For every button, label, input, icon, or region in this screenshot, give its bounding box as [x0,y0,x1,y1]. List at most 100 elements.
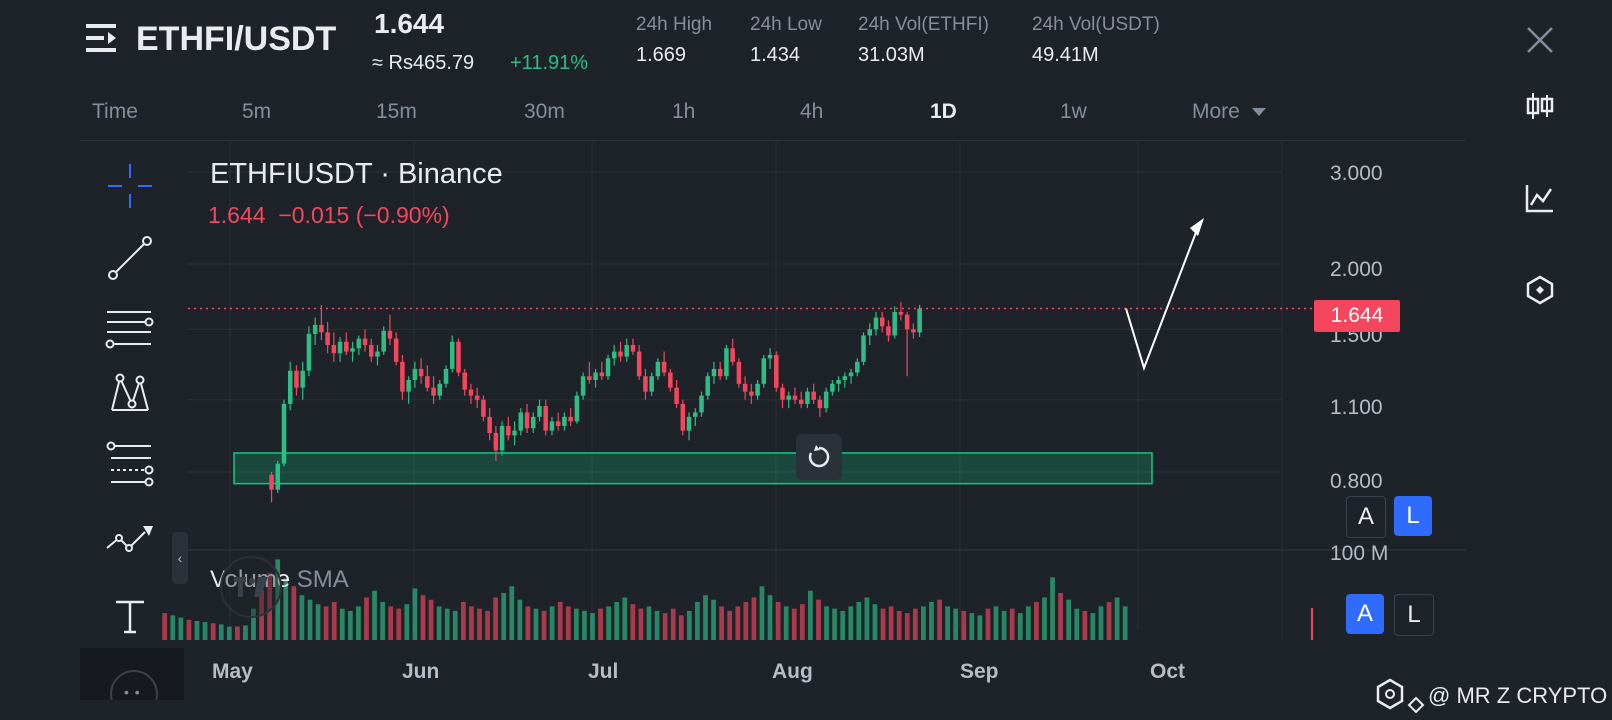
volume-bar [1082,610,1088,640]
volume-bar [1122,606,1128,640]
candle-body [643,376,648,392]
fib-tool-icon[interactable] [102,436,158,492]
reset-chart-button[interactable] [796,434,842,480]
candle-body [562,416,567,426]
candle-body [792,395,798,400]
volume-bar [1066,599,1072,640]
tab-1w[interactable]: 1w [1060,100,1087,123]
volume-bar [331,601,337,640]
candle-body [312,324,318,334]
candle-body [375,351,380,357]
volume-bar [347,610,353,640]
pattern-icon[interactable] [102,366,158,422]
volume-bar [477,608,482,640]
volume-bar [896,610,902,640]
trend-line-icon[interactable] [102,230,158,286]
volume-bar [598,608,603,640]
more-tools-button[interactable]: • • [80,648,184,700]
candle-body [668,372,673,388]
pair-title[interactable]: ETHFI/USDT [136,20,337,58]
volume-bar [582,610,587,640]
price-tick-1100: 1.100 [1330,396,1383,419]
volume-bar [799,604,805,640]
volume-bar [533,608,539,640]
candle-body [549,421,555,431]
volume-bar [283,578,289,640]
menu-icon[interactable] [86,22,120,54]
candle-body [300,370,305,388]
volume-bar [299,595,305,640]
collapse-toolbar-button[interactable]: ‹ [172,532,188,584]
price-tick-3000: 3.000 [1330,162,1383,185]
volume-bar [388,606,394,640]
candle-body [898,311,904,315]
auto-scale-button-volume[interactable]: A [1346,594,1384,634]
candle-body [337,341,343,354]
candlestick-type-icon[interactable] [1518,84,1562,128]
candle-body [836,379,841,384]
tab-1d[interactable]: 1D [930,100,957,123]
volume-bar [686,610,692,640]
horizontal-lines-icon[interactable] [102,302,158,358]
volume-bar [396,608,402,640]
watermark: @ MR Z CRYPTO [1376,676,1607,716]
candle-body [524,412,530,429]
path-icon[interactable] [102,510,158,566]
volume-bar [557,601,563,640]
volume-bar [1009,608,1015,640]
crosshair-icon[interactable] [102,158,158,214]
volume-bar [1042,597,1047,640]
volume-bar [436,606,442,640]
volume-bar [840,610,846,640]
candle-body [904,314,910,330]
volume-bar [590,613,595,640]
candle-body [344,341,349,352]
candle-body [281,403,287,464]
tab-5m[interactable]: 5m [242,100,272,123]
support-zone-rect [233,452,1153,485]
volume-bar [1098,606,1104,640]
log-scale-button-volume[interactable]: L [1394,594,1434,636]
time-label: Time [92,100,138,123]
stat-label-high: 24h High [636,14,713,35]
volume-bar [202,622,208,640]
candle-body [605,358,611,377]
candle-body [686,416,692,431]
volume-bar [1001,610,1007,640]
volume-bar [929,601,934,640]
more-dropdown[interactable]: More [1192,100,1266,124]
log-scale-button-price[interactable]: L [1394,496,1432,536]
candle-body [412,368,418,380]
volume-bar [1025,606,1031,640]
volume-bar [1090,613,1096,640]
text-tool-icon[interactable] [102,588,158,644]
candle-body [724,348,729,377]
volume-bar [727,610,733,640]
candle-body [736,361,742,384]
indicators-icon[interactable] [1518,176,1562,220]
candle-body [911,329,916,333]
candle-body [823,391,829,409]
close-icon[interactable] [1524,24,1556,56]
volume-bar [525,606,531,640]
settings-hex-icon[interactable] [1518,268,1562,312]
auto-scale-button-price[interactable]: A [1346,496,1386,538]
projection-arrowhead [1190,218,1204,236]
tab-30m[interactable]: 30m [524,100,565,123]
tab-15m[interactable]: 15m [376,100,417,123]
stat-label-vol-base: 24h Vol(ETHFI) [858,14,989,35]
volume-bar [573,608,579,640]
tab-1h[interactable]: 1h [672,100,696,123]
volume-bar [323,606,329,640]
volume-bar [735,606,741,640]
candle-body [630,344,636,352]
volume-bar [953,608,959,640]
tab-4h[interactable]: 4h [800,100,824,123]
volume-bar [961,610,967,640]
candle-body [269,474,274,490]
volume-bar [670,608,676,640]
volume-bar [412,588,418,640]
volume-bar [743,601,749,640]
candle-body [730,348,735,362]
